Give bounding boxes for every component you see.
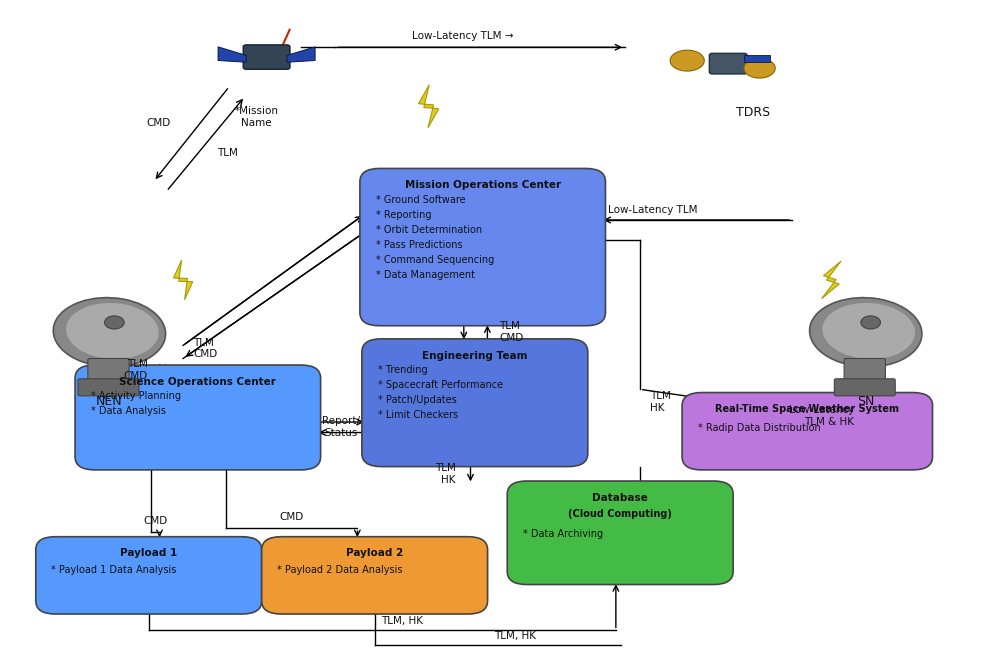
- Text: *Mission
Name: *Mission Name: [234, 106, 279, 128]
- Text: * Command Sequencing: * Command Sequencing: [375, 255, 493, 265]
- Text: TDRS: TDRS: [736, 107, 770, 119]
- Text: * Ground Software: * Ground Software: [375, 195, 465, 205]
- Circle shape: [104, 316, 124, 329]
- Text: Database: Database: [592, 493, 648, 503]
- Text: * Pass Predictions: * Pass Predictions: [375, 240, 462, 250]
- Text: * Activity Planning: * Activity Planning: [91, 392, 181, 401]
- FancyBboxPatch shape: [88, 359, 129, 383]
- Text: Low-Latency
TLM & HK: Low-Latency TLM & HK: [789, 405, 854, 427]
- Polygon shape: [821, 261, 841, 299]
- Text: TLM, HK: TLM, HK: [493, 631, 536, 641]
- Text: Payload 2: Payload 2: [346, 549, 403, 559]
- Text: * Payload 1 Data Analysis: * Payload 1 Data Analysis: [51, 565, 177, 575]
- FancyBboxPatch shape: [75, 365, 320, 470]
- FancyBboxPatch shape: [360, 168, 606, 326]
- Text: Payload 1: Payload 1: [120, 549, 177, 559]
- Polygon shape: [173, 260, 193, 300]
- Polygon shape: [287, 47, 315, 63]
- Text: CMD: CMD: [280, 512, 303, 522]
- Text: TLM: TLM: [218, 149, 238, 159]
- Text: TLM
HK: TLM HK: [650, 391, 671, 413]
- Text: Mission Operations Center: Mission Operations Center: [405, 180, 560, 190]
- Text: * Limit Checkers: * Limit Checkers: [377, 410, 458, 420]
- Circle shape: [861, 316, 881, 329]
- Ellipse shape: [66, 303, 159, 359]
- Text: TLM
CMD: TLM CMD: [193, 338, 217, 359]
- FancyBboxPatch shape: [243, 45, 290, 69]
- Text: TLM, HK: TLM, HK: [381, 617, 423, 626]
- Ellipse shape: [810, 297, 922, 367]
- FancyBboxPatch shape: [844, 359, 886, 383]
- Text: Science Operations Center: Science Operations Center: [119, 377, 276, 387]
- Ellipse shape: [822, 303, 915, 359]
- Ellipse shape: [670, 50, 704, 71]
- Text: TLM
HK: TLM HK: [435, 463, 456, 484]
- Text: SN: SN: [857, 395, 875, 407]
- Ellipse shape: [744, 59, 775, 78]
- Polygon shape: [218, 47, 246, 63]
- Text: Real-Time Space Weather System: Real-Time Space Weather System: [715, 405, 899, 415]
- Text: NEN: NEN: [97, 395, 123, 407]
- FancyBboxPatch shape: [682, 393, 933, 470]
- Text: * Trending: * Trending: [377, 365, 427, 375]
- FancyBboxPatch shape: [262, 537, 488, 614]
- FancyBboxPatch shape: [35, 537, 262, 614]
- Bar: [745, 55, 770, 62]
- FancyBboxPatch shape: [78, 379, 139, 396]
- Text: Engineering Team: Engineering Team: [422, 351, 528, 361]
- FancyBboxPatch shape: [361, 339, 588, 467]
- Text: (Cloud Computing): (Cloud Computing): [568, 509, 672, 519]
- Text: * Data Archiving: * Data Archiving: [523, 529, 603, 539]
- Text: Report/
Status: Report/ Status: [322, 417, 361, 438]
- Text: * Payload 2 Data Analysis: * Payload 2 Data Analysis: [278, 565, 403, 575]
- Text: * Spacecraft Performance: * Spacecraft Performance: [377, 380, 502, 390]
- Ellipse shape: [53, 297, 165, 367]
- Text: * Data Analysis: * Data Analysis: [91, 407, 165, 417]
- Text: Low-Latency TLM →: Low-Latency TLM →: [413, 31, 514, 41]
- Text: * Radip Data Distribution: * Radip Data Distribution: [697, 423, 821, 434]
- Text: CMD: CMD: [146, 118, 170, 128]
- FancyBboxPatch shape: [507, 481, 733, 584]
- FancyBboxPatch shape: [834, 379, 895, 396]
- Text: * Orbit Determination: * Orbit Determination: [375, 225, 482, 235]
- Text: TLM
CMD: TLM CMD: [123, 359, 148, 381]
- Text: * Reporting: * Reporting: [375, 210, 431, 220]
- Text: CMD: CMD: [143, 516, 167, 526]
- Text: * Patch/Updates: * Patch/Updates: [377, 395, 456, 405]
- Polygon shape: [419, 85, 439, 128]
- FancyBboxPatch shape: [709, 53, 748, 74]
- Text: * Data Management: * Data Management: [375, 270, 475, 280]
- Text: Low-Latency TLM: Low-Latency TLM: [609, 205, 698, 215]
- Text: TLM
CMD: TLM CMD: [499, 322, 523, 343]
